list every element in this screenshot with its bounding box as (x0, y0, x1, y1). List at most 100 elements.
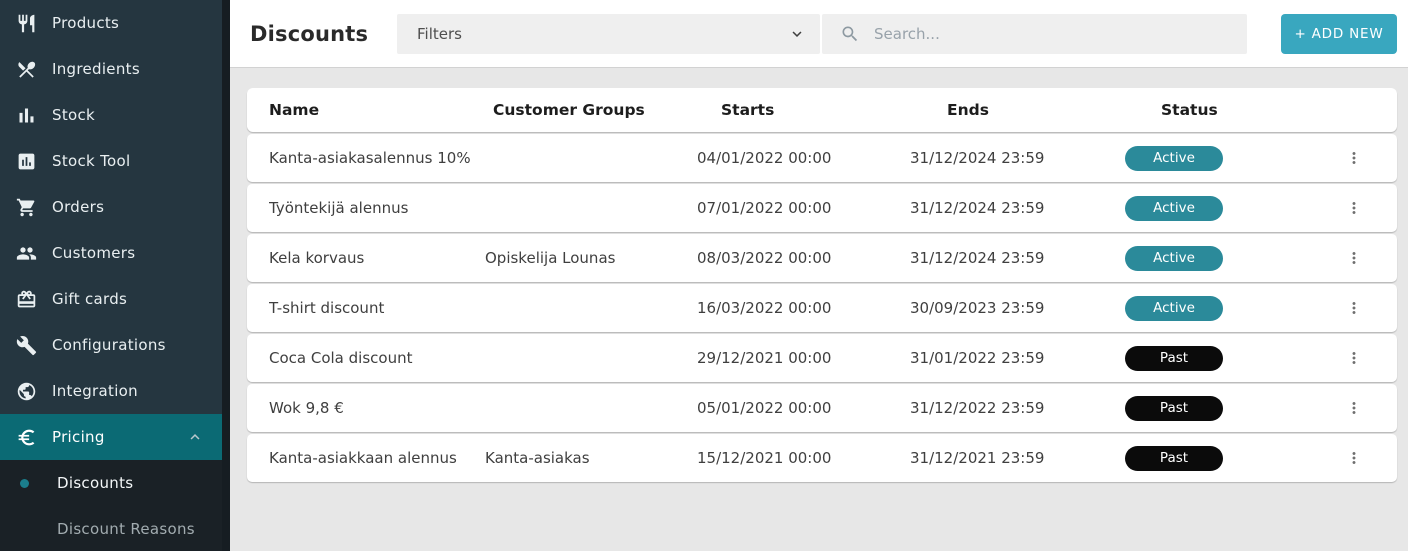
status-badge: Past (1125, 345, 1223, 371)
sidebar-item-pricing[interactable]: Pricing (0, 414, 230, 460)
sidebar-item-label: Configurations (52, 336, 166, 354)
topbar: Discounts Filters + ADD NEW (230, 0, 1408, 68)
cell-ends: 31/12/2024 23:59 (910, 149, 1045, 167)
sidebar-item-label: Products (52, 14, 120, 32)
status-badge: Past (1125, 395, 1223, 421)
column-header-customer-groups: Customer Groups (493, 101, 645, 119)
cell-name: Kela korvaus (269, 249, 365, 267)
status-badge: Active (1125, 195, 1223, 221)
sidebar-item-label: Customers (52, 244, 136, 262)
more-vert-icon[interactable] (1341, 395, 1367, 421)
cell-starts: 07/01/2022 00:00 (697, 199, 832, 217)
cell-ends: 31/12/2024 23:59 (910, 199, 1045, 217)
column-header-status: Status (1161, 101, 1218, 119)
search-box[interactable] (822, 14, 1247, 54)
sidebar-item-stock-tool[interactable]: Stock Tool (0, 138, 230, 184)
sidebar-nav: Products Ingredients Stock Stock Tool Orders… (0, 0, 230, 460)
sidebar-item-label: Integration (52, 382, 138, 400)
cell-ends: 30/09/2023 23:59 (910, 299, 1045, 317)
sidebar-item-gift-cards[interactable]: Gift cards (0, 276, 230, 322)
fork-spoon-icon (16, 59, 37, 80)
sidebar-item-integration[interactable]: Integration (0, 368, 230, 414)
table-row[interactable]: Kanta-asiakkaan alennus Kanta-asiakas 15… (247, 434, 1397, 482)
column-header-starts: Starts (721, 101, 775, 119)
status-badge: Active (1125, 295, 1223, 321)
more-vert-icon[interactable] (1341, 445, 1367, 471)
sidebar-item-orders[interactable]: Orders (0, 184, 230, 230)
people-icon (16, 243, 37, 264)
shopping-cart-icon (16, 197, 37, 218)
more-vert-icon[interactable] (1341, 245, 1367, 271)
status-badge: Active (1125, 245, 1223, 271)
pricing-submenu: Discounts Discount Reasons (0, 460, 230, 551)
sidebar-item-customers[interactable]: Customers (0, 230, 230, 276)
table-row[interactable]: Coca Cola discount 29/12/2021 00:00 31/0… (247, 334, 1397, 382)
euro-icon (16, 427, 37, 448)
more-vert-icon[interactable] (1341, 295, 1367, 321)
cell-ends: 31/12/2021 23:59 (910, 449, 1045, 467)
sidebar-item-label: Pricing (52, 428, 105, 446)
wrench-icon (16, 335, 37, 356)
more-vert-icon[interactable] (1341, 145, 1367, 171)
cell-starts: 05/01/2022 00:00 (697, 399, 832, 417)
sidebar-subitem-label: Discounts (57, 474, 134, 492)
active-dot (20, 479, 29, 488)
more-vert-icon[interactable] (1341, 195, 1367, 221)
page-title: Discounts (250, 21, 369, 46)
table-row[interactable]: Kela korvaus Opiskelija Lounas 08/03/202… (247, 234, 1397, 282)
sidebar-item-label: Stock Tool (52, 152, 131, 170)
cell-customer-groups: Opiskelija Lounas (485, 249, 616, 267)
table-header: Name Customer Groups Starts Ends Status (247, 88, 1397, 132)
table-row[interactable]: Kanta-asiakasalennus 10% 04/01/2022 00:0… (247, 134, 1397, 182)
chevron-down-icon (792, 31, 802, 37)
cell-name: Wok 9,8 € (269, 399, 344, 417)
column-header-name: Name (269, 101, 320, 119)
main-area: Discounts Filters + ADD NEW Name Custome… (230, 0, 1408, 551)
table-row[interactable]: T-shirt discount 16/03/2022 00:00 30/09/… (247, 284, 1397, 332)
filters-label: Filters (417, 25, 462, 43)
sidebar-item-products[interactable]: Products (0, 0, 230, 46)
globe-lock-icon (16, 381, 37, 402)
search-icon (842, 26, 858, 42)
table-row[interactable]: Wok 9,8 € 05/01/2022 00:00 31/12/2022 23… (247, 384, 1397, 432)
table-row[interactable]: Työntekijä alennus 07/01/2022 00:00 31/1… (247, 184, 1397, 232)
cell-starts: 29/12/2021 00:00 (697, 349, 832, 367)
sidebar-subitem-discount-reasons[interactable]: Discount Reasons (0, 506, 230, 551)
chart-box-icon (16, 151, 37, 172)
cell-name: T-shirt discount (269, 299, 385, 317)
bar-chart-icon (16, 105, 37, 126)
sidebar-item-label: Gift cards (52, 290, 128, 308)
fork-knife-icon (16, 13, 37, 34)
more-vert-icon[interactable] (1341, 345, 1367, 371)
sidebar-subitem-discounts[interactable]: Discounts (0, 460, 230, 506)
status-badge: Past (1125, 445, 1223, 471)
sidebar-item-ingredients[interactable]: Ingredients (0, 46, 230, 92)
column-header-ends: Ends (947, 101, 989, 119)
table-rows: Kanta-asiakasalennus 10% 04/01/2022 00:0… (247, 134, 1397, 482)
cell-ends: 31/12/2022 23:59 (910, 399, 1045, 417)
cell-name: Työntekijä alennus (269, 199, 409, 217)
search-input[interactable] (872, 24, 1212, 44)
gift-icon (16, 289, 37, 310)
sidebar: Products Ingredients Stock Stock Tool Orders… (0, 0, 230, 551)
sidebar-item-stock[interactable]: Stock (0, 92, 230, 138)
add-new-button[interactable]: + ADD NEW (1281, 14, 1397, 54)
cell-starts: 08/03/2022 00:00 (697, 249, 832, 267)
cell-starts: 16/03/2022 00:00 (697, 299, 832, 317)
cell-starts: 04/01/2022 00:00 (697, 149, 832, 167)
cell-starts: 15/12/2021 00:00 (697, 449, 832, 467)
cell-name: Kanta-asiakasalennus 10% (269, 149, 471, 167)
sidebar-subitem-label: Discount Reasons (57, 520, 195, 538)
filters-dropdown[interactable]: Filters (397, 14, 820, 54)
sidebar-item-configurations[interactable]: Configurations (0, 322, 230, 368)
sidebar-item-label: Orders (52, 198, 105, 216)
content-area: Name Customer Groups Starts Ends Status … (230, 68, 1408, 551)
cell-customer-groups: Kanta-asiakas (485, 449, 590, 467)
sidebar-item-label: Stock (52, 106, 96, 124)
chevron-up-icon (186, 428, 204, 446)
cell-ends: 31/12/2024 23:59 (910, 249, 1045, 267)
cell-name: Kanta-asiakkaan alennus (269, 449, 457, 467)
cell-ends: 31/01/2022 23:59 (910, 349, 1045, 367)
cell-name: Coca Cola discount (269, 349, 413, 367)
